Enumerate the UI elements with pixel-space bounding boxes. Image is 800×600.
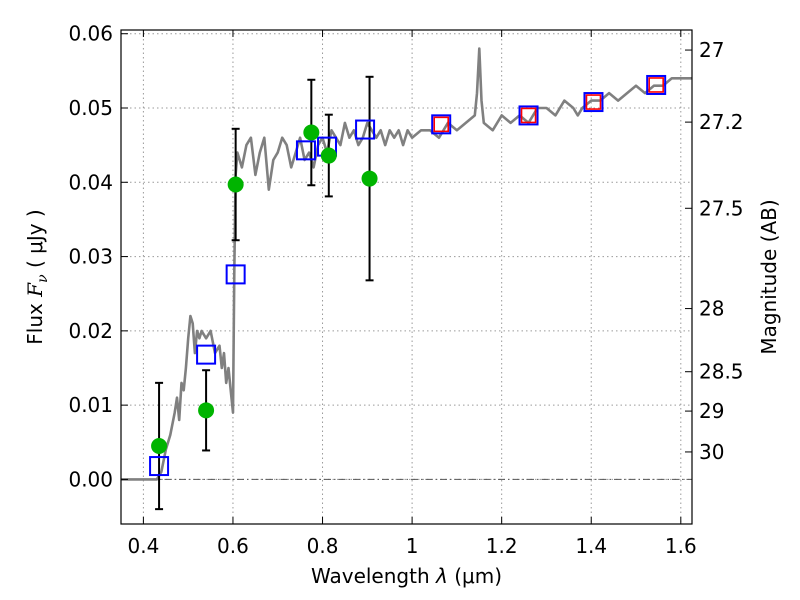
model-spectrum-line [121, 47, 692, 481]
synthetic-photometry-marker [295, 140, 316, 161]
x-tick-label: 0.6 [217, 534, 249, 558]
y-axis-label: Flux Fν ( μJy ) [23, 209, 51, 344]
x-axis-label: Wavelength λ (μm) [311, 564, 502, 588]
synthetic-photometry-marker [646, 74, 667, 95]
y-tick-label: 0.00 [68, 467, 113, 491]
synthetic-inner-marker [520, 107, 537, 124]
y-tick-label: 0.02 [68, 319, 113, 343]
synthetic-photometry-marker [583, 92, 604, 113]
y2-tick-label: 28 [699, 297, 724, 321]
observed-photometry-marker [303, 124, 320, 141]
x-tick-label: 1.6 [665, 534, 697, 558]
observed-photometry-marker [320, 147, 337, 164]
y2-axis-label: Magnitude (AB) [757, 199, 781, 354]
y2-tick-label: 27.2 [699, 110, 744, 134]
synthetic-inner-marker [585, 94, 602, 110]
observed-photometry-marker [151, 438, 168, 454]
y-tick-label: 0.05 [68, 96, 113, 120]
synthetic-photometry-marker [355, 119, 376, 140]
synthetic-inner-marker [648, 77, 664, 93]
y-tick-label: 0.04 [68, 170, 113, 194]
x-tick-label: 1.2 [486, 534, 518, 558]
y2-tick-label: 27 [699, 38, 724, 62]
x-tick-label: 1.4 [575, 534, 607, 558]
synthetic-photometry-marker [518, 105, 539, 126]
plot-frame [120, 29, 693, 525]
x-tick-label: 0.4 [127, 534, 159, 558]
synthetic-photometry-marker [149, 456, 170, 477]
synthetic-photometry-marker [431, 114, 452, 135]
y2-tick-label: 30 [699, 440, 724, 464]
x-tick-label: 1 [406, 534, 419, 558]
axis-ticks: 0.4 0.6 0.8 1 1.2 1.4 1.6 0.00 0.01 0.02 0.03 0.04 0… [68, 22, 743, 558]
y-tick-label: 0.06 [68, 22, 113, 46]
y-tick-label: 0.03 [68, 245, 113, 269]
synthetic-photometry-marker [196, 344, 217, 365]
y2-tick-label: 28.5 [699, 360, 744, 384]
synthetic-photometry-marker [225, 264, 246, 285]
observed-photometry-marker [198, 402, 215, 419]
observed-photometry-marker [361, 170, 378, 187]
observed-photometry-marker [227, 176, 244, 193]
synthetic-inner-marker [433, 116, 450, 133]
grid [121, 30, 692, 524]
y2-tick-label: 29 [699, 399, 724, 423]
y-tick-label: 0.01 [68, 393, 113, 417]
x-tick-label: 0.8 [307, 534, 339, 558]
y2-tick-label: 27.5 [699, 196, 744, 220]
data-series [121, 47, 692, 511]
